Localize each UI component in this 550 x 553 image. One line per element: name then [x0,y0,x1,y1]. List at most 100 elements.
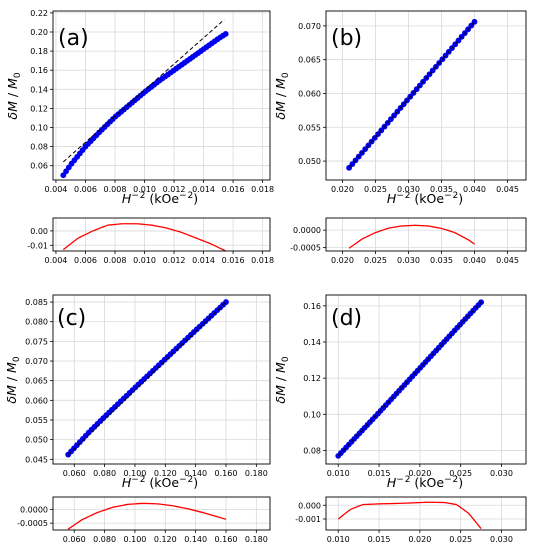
panel-c-main-xtick-label: 0.120 [154,469,177,478]
panel-a: 0.004 0.006 0.008 0.010 0.012 0.014 0.016 0.018… [5,9,274,265]
panel-a-residual-xtick-label: 0.008 [104,256,127,265]
panel-d-residual-ytick-label: -0.001 [295,515,321,524]
panel-a-main-xtick-label: 0.012 [163,185,186,194]
panel-a-main-xtick-label: 0.016 [222,185,245,194]
panel-c-xlabel: H− 2 (kOe− 2) [122,475,198,490]
panel-d-main-ytick-label: 0.10 [303,410,321,419]
panel-b-residual-xtick-label: 0.025 [364,256,387,265]
panel-d-fit-line [337,301,482,457]
panel-c-main-ytick-label: 0.045 [25,455,48,464]
panel-b-main-xtick-label: 0.045 [496,185,519,194]
panel-b-residual-ytick-label: 0.0000 [293,226,321,235]
panel-a-residual-ytick-label: 0.00 [30,227,48,236]
panel-c-residual-xtick-label: 0.060 [63,535,86,544]
panel-a-main-xtick-label: 0.014 [192,185,215,194]
panel-a-residual-xtick-label: 0.006 [74,256,97,265]
panel-a-main-xtick-label: 0.018 [251,185,274,194]
panel-a-main-ytick-label: 0.06 [30,162,48,171]
panel-b-main-axes: 0.020 0.025 0.030 0.035 0.040 0.045 0.050 0.055… [298,10,527,194]
panel-d-data-point [478,299,485,306]
panel-d-ylabel: δM / M0 [273,356,291,403]
panel-d-main-ytick-label: 0.08 [303,446,321,455]
panel-d-residual-xtick-label: 0.030 [490,535,513,544]
panel-c-main-ytick-label: 0.080 [25,318,48,327]
panel-c-residual-xtick-label: 0.140 [184,535,207,544]
panel-a-xlabel: H− 2 (kOe− 2) [122,191,198,206]
panel-d-main-xtick-label: 0.025 [449,469,472,478]
panel-b: 0.020 0.025 0.030 0.035 0.040 0.045 0.050 0.055… [273,10,527,265]
panel-d-residual-axes: 0.010 0.015 0.020 0.025 0.030 0.000 -0.001 [295,496,527,544]
panel-a-residual-xtick-label: 0.016 [222,256,245,265]
panel-a-label: (a) [58,26,89,51]
panel-d-main-xtick-label: 0.020 [408,469,431,478]
panel-a-main-ytick-label: 0.18 [30,47,48,56]
panel-a-residual-xtick-label: 0.012 [163,256,186,265]
panel-b-main-xtick-label: 0.020 [331,185,354,194]
panel-a-main-ytick-label: 0.12 [30,104,48,113]
panel-c-residual-axes: 0.060 0.080 0.100 0.120 0.140 0.160 0.180 0.000… [17,496,271,544]
panel-d-main-ytick-label: 0.16 [303,302,321,311]
panel-c-label: (c) [57,306,86,331]
panel-d-residual-curve [337,501,482,530]
panel-a-residual-xtick-label: 0.018 [251,256,274,265]
panel-a-main-xtick-label: 0.004 [44,185,67,194]
panel-b-residual-xtick-label: 0.030 [397,256,420,265]
panel-b-residual-curve [348,224,475,249]
panel-c-main-ytick-label: 0.055 [25,416,48,425]
panel-b-main-xtick-label: 0.030 [397,185,420,194]
panel-d-main-ytick-label: 0.12 [303,374,321,383]
panel-a-main-ytick-label: 0.10 [30,123,48,132]
panel-a-residual-xtick-label: 0.010 [133,256,156,265]
panel-b-residual-axes: 0.020 0.025 0.030 0.035 0.040 0.045 0.0000 -0.0… [290,217,527,265]
panel-b-residual-ytick-label: -0.0005 [290,244,321,253]
panel-b-main-ytick-label: 0.050 [298,157,321,166]
panel-a-main-xtick-label: 0.006 [74,185,97,194]
panel-c-main-frame [52,294,271,465]
panel-d-main-xtick-label: 0.030 [490,469,513,478]
panel-b-residual-xtick-label: 0.040 [463,256,486,265]
panel-b-main-ytick-label: 0.055 [298,123,321,132]
panel-a-main-ytick-label: 0.14 [30,85,48,94]
panel-b-main-xtick-label: 0.035 [430,185,453,194]
panel-c-main-xtick-label: 0.100 [123,469,146,478]
panel-c-main-ytick-label: 0.085 [25,298,48,307]
panel-c-residual-xtick-label: 0.100 [123,535,146,544]
panel-a-ylabel: δM / M0 [5,72,23,119]
panel-b-main-ytick-label: 0.060 [298,89,321,98]
panel-a-main-xtick-label: 0.008 [104,185,127,194]
panel-b-main-frame [325,10,527,181]
panel-c-residual-xtick-label: 0.160 [215,535,238,544]
panel-a-main-ytick-label: 0.08 [30,143,48,152]
panel-c-main-xtick-label: 0.180 [245,469,268,478]
panel-a-main-ytick-label: 0.20 [30,28,48,37]
panel-b-fit-line [348,21,475,169]
panel-a-main-ytick-label: 0.22 [30,9,48,18]
panel-c-main-xtick-label: 0.080 [93,469,116,478]
panel-d-residual-xtick-label: 0.015 [368,535,391,544]
panel-c-residual-xtick-label: 0.080 [93,535,116,544]
panel-d-main-xtick-label: 0.010 [327,469,350,478]
panel-c-residual-ytick-label: -0.0005 [17,519,48,528]
panel-d-label: (d) [331,306,362,331]
panel-c-residual-xtick-label: 0.180 [245,535,268,544]
panel-d-residual-xtick-label: 0.020 [408,535,431,544]
panel-d-residual-ytick-label: 0.000 [298,501,321,510]
panel-d-main-frame [325,294,527,465]
panel-c-residual-ytick-label: 0.0000 [20,505,48,514]
panel-d-residual-xtick-label: 0.010 [327,535,350,544]
panel-b-residual-frame [325,217,527,252]
panel-c-main-ytick-label: 0.060 [25,396,48,405]
panel-c-main-axes: 0.060 0.080 0.100 0.120 0.140 0.160 0.180 0.045… [25,294,271,478]
panel-a-residual-frame [52,217,271,252]
panel-c-main-xtick-label: 0.160 [215,469,238,478]
panel-b-ylabel: δM / M0 [273,72,291,119]
panel-d: 0.010 0.015 0.020 0.025 0.030 0.08 0.10 0.12 0.1… [273,294,527,544]
panel-a-main-xtick-label: 0.010 [133,185,156,194]
panel-c-main-ytick-label: 0.065 [25,377,48,386]
panel-a-main-ytick-label: 0.16 [30,66,48,75]
panel-b-xlabel: H− 2 (kOe− 2) [387,191,463,206]
panel-c-ylabel: δM / M0 [4,356,22,403]
panel-d-main-ytick-label: 0.14 [303,338,321,347]
panel-a-main-frame [52,10,271,181]
